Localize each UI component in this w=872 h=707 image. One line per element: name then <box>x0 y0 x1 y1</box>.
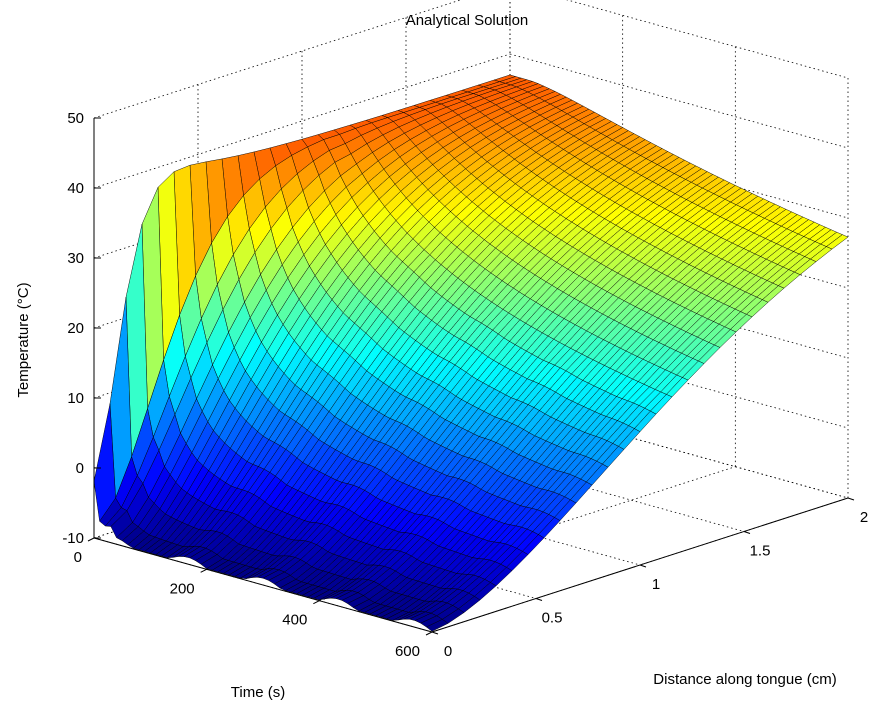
time-tick-label: 400 <box>282 612 307 629</box>
z-tick-label: 50 <box>67 110 84 127</box>
surface-patch <box>425 619 449 632</box>
x-tick-label: 1 <box>652 576 660 593</box>
back-wall-grid-line <box>93 0 462 119</box>
x-tick-mark <box>743 531 751 534</box>
z-tick-label: 20 <box>67 320 84 337</box>
time-tick-mark <box>425 631 433 636</box>
time-tick-label: 0 <box>74 549 82 566</box>
z-tick-label: 10 <box>67 390 84 407</box>
time-tick-mark <box>87 537 95 542</box>
x-tick-mark <box>639 564 647 568</box>
side-wall-grid-line <box>566 0 849 79</box>
axis-line <box>93 537 433 633</box>
z-tick-label: 40 <box>67 180 84 197</box>
x-tick-label: 2 <box>860 509 868 526</box>
back-wall-grid-line <box>93 53 511 189</box>
x-tick-mark <box>535 598 543 601</box>
time-tick-label: 200 <box>170 580 195 597</box>
time-tick-label: 600 <box>395 643 420 660</box>
y-axis-label: Time (s) <box>231 684 285 701</box>
axes-frame <box>87 117 855 636</box>
z-tick-label: 30 <box>67 250 84 267</box>
time-tick-mark <box>313 600 320 605</box>
temperature-surface <box>93 74 849 632</box>
chart-title: Analytical Solution <box>406 12 529 29</box>
x-tick-label: 0 <box>444 643 452 660</box>
x-tick-mark <box>847 497 855 501</box>
x-axis-label: Distance along tongue (cm) <box>653 671 836 688</box>
x-tick-mark <box>431 631 439 635</box>
z-axis-label: Temperature (°C) <box>15 282 32 397</box>
z-tick-label: 0 <box>76 460 84 477</box>
x-tick-label: 0.5 <box>542 610 563 627</box>
x-tick-label: 1.5 <box>750 543 771 560</box>
time-tick-mark <box>200 568 207 573</box>
z-tick-label: -10 <box>62 530 84 547</box>
